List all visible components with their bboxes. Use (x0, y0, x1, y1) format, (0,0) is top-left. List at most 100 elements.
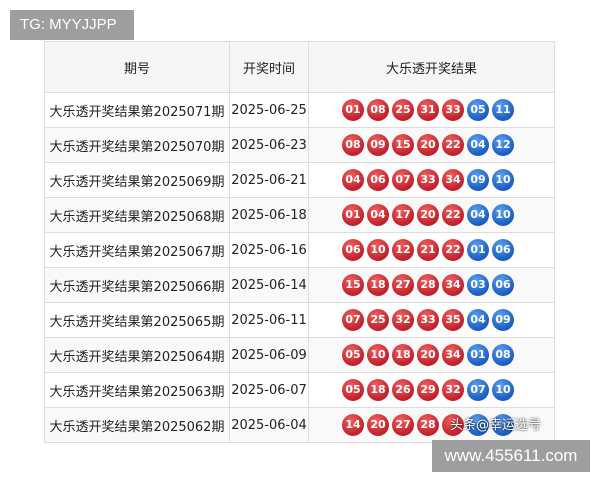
red-ball: 33 (417, 169, 439, 191)
table-row: 大乐透开奖结果第2025064期 2025-06-09 05 10 18 20 34 01 08 (44, 337, 555, 373)
red-ball: 07 (392, 169, 414, 191)
result-cell: 01 08 25 31 33 05 11 (308, 92, 555, 128)
result-cell: 01 04 17 20 22 04 10 (308, 197, 555, 233)
blue-ball: 10 (492, 204, 514, 226)
blue-ball: 04 (467, 134, 489, 156)
date-cell: 2025-06-04 (229, 407, 309, 443)
red-ball: 31 (417, 99, 439, 121)
table-row: 大乐透开奖结果第2025063期 2025-06-07 05 18 26 29 32 07 10 (44, 372, 555, 408)
blue-ball: 01 (467, 239, 489, 261)
red-ball: 09 (367, 134, 389, 156)
red-ball: 34 (442, 169, 464, 191)
red-ball: 01 (342, 204, 364, 226)
red-ball: 10 (367, 239, 389, 261)
red-ball: 28 (417, 274, 439, 296)
date-cell: 2025-06-14 (229, 267, 309, 303)
table-row: 大乐透开奖结果第2025066期 2025-06-14 15 18 27 28 34 03 06 (44, 267, 555, 303)
header-date: 开奖时间 (229, 41, 309, 93)
red-ball: 33 (417, 309, 439, 331)
issue-cell: 大乐透开奖结果第2025071期 (44, 92, 230, 128)
red-ball: 05 (342, 344, 364, 366)
result-cell: 14 20 27 28 (308, 407, 555, 443)
header-issue: 期号 (44, 41, 230, 93)
blue-ball: 11 (492, 99, 514, 121)
red-ball: 33 (442, 99, 464, 121)
red-ball: 04 (342, 169, 364, 191)
blue-ball (492, 414, 514, 436)
blue-ball: 10 (492, 379, 514, 401)
red-ball: 15 (342, 274, 364, 296)
red-ball: 18 (367, 379, 389, 401)
blue-ball: 06 (492, 239, 514, 261)
blue-ball (467, 414, 489, 436)
blue-ball: 10 (492, 169, 514, 191)
issue-cell: 大乐透开奖结果第2025070期 (44, 127, 230, 163)
issue-cell: 大乐透开奖结果第2025068期 (44, 197, 230, 233)
result-cell: 15 18 27 28 34 03 06 (308, 267, 555, 303)
red-ball: 29 (417, 379, 439, 401)
red-ball (442, 414, 464, 436)
issue-cell: 大乐透开奖结果第2025069期 (44, 162, 230, 198)
red-ball: 12 (392, 239, 414, 261)
date-cell: 2025-06-18 (229, 197, 309, 233)
table-row: 大乐透开奖结果第2025070期 2025-06-23 08 09 15 20 22 04 12 (44, 127, 555, 163)
red-ball: 20 (367, 414, 389, 436)
blue-ball: 08 (492, 344, 514, 366)
red-ball: 21 (417, 239, 439, 261)
blue-ball: 04 (467, 204, 489, 226)
red-ball: 22 (442, 134, 464, 156)
date-cell: 2025-06-25 (229, 92, 309, 128)
issue-cell: 大乐透开奖结果第2025062期 (44, 407, 230, 443)
red-ball: 06 (367, 169, 389, 191)
date-cell: 2025-06-09 (229, 337, 309, 373)
red-ball: 15 (392, 134, 414, 156)
red-ball: 18 (367, 274, 389, 296)
date-cell: 2025-06-23 (229, 127, 309, 163)
date-cell: 2025-06-16 (229, 232, 309, 268)
red-ball: 10 (367, 344, 389, 366)
result-cell: 08 09 15 20 22 04 12 (308, 127, 555, 163)
date-cell: 2025-06-21 (229, 162, 309, 198)
issue-cell: 大乐透开奖结果第2025066期 (44, 267, 230, 303)
result-cell: 05 18 26 29 32 07 10 (308, 372, 555, 408)
result-cell: 07 25 32 33 35 04 09 (308, 302, 555, 338)
red-ball: 06 (342, 239, 364, 261)
red-ball: 25 (367, 309, 389, 331)
result-cell: 04 06 07 33 34 09 10 (308, 162, 555, 198)
tg-label: TG: MYYJJPP (10, 10, 134, 40)
red-ball: 20 (417, 134, 439, 156)
red-ball: 14 (342, 414, 364, 436)
red-ball: 27 (392, 274, 414, 296)
red-ball: 32 (442, 379, 464, 401)
red-ball: 25 (392, 99, 414, 121)
red-ball: 05 (342, 379, 364, 401)
issue-cell: 大乐透开奖结果第2025065期 (44, 302, 230, 338)
table-row: 大乐透开奖结果第2025071期 2025-06-25 01 08 25 31 33 05 11 (44, 92, 555, 128)
red-ball: 20 (417, 344, 439, 366)
blue-ball: 12 (492, 134, 514, 156)
red-ball: 04 (367, 204, 389, 226)
red-ball: 34 (442, 344, 464, 366)
header-result: 大乐透开奖结果 (308, 41, 555, 93)
red-ball: 22 (442, 204, 464, 226)
red-ball: 28 (417, 414, 439, 436)
blue-ball: 07 (467, 379, 489, 401)
result-cell: 05 10 18 20 34 01 08 (308, 337, 555, 373)
blue-ball: 09 (467, 169, 489, 191)
issue-cell: 大乐透开奖结果第2025067期 (44, 232, 230, 268)
table-row: 大乐透开奖结果第2025069期 2025-06-21 04 06 07 33 34 09 10 (44, 162, 555, 198)
red-ball: 20 (417, 204, 439, 226)
red-ball: 17 (392, 204, 414, 226)
site-url: www.455611.com (432, 440, 590, 472)
blue-ball: 01 (467, 344, 489, 366)
red-ball: 27 (392, 414, 414, 436)
date-cell: 2025-06-07 (229, 372, 309, 408)
red-ball: 22 (442, 239, 464, 261)
blue-ball: 03 (467, 274, 489, 296)
red-ball: 32 (392, 309, 414, 331)
table-row: 大乐透开奖结果第2025067期 2025-06-16 06 10 12 21 22 01 06 (44, 232, 555, 268)
date-cell: 2025-06-11 (229, 302, 309, 338)
red-ball: 08 (367, 99, 389, 121)
lottery-results-table: 期号 开奖时间 大乐透开奖结果 大乐透开奖结果第2025071期 2025-06-… (44, 41, 555, 443)
red-ball: 18 (392, 344, 414, 366)
